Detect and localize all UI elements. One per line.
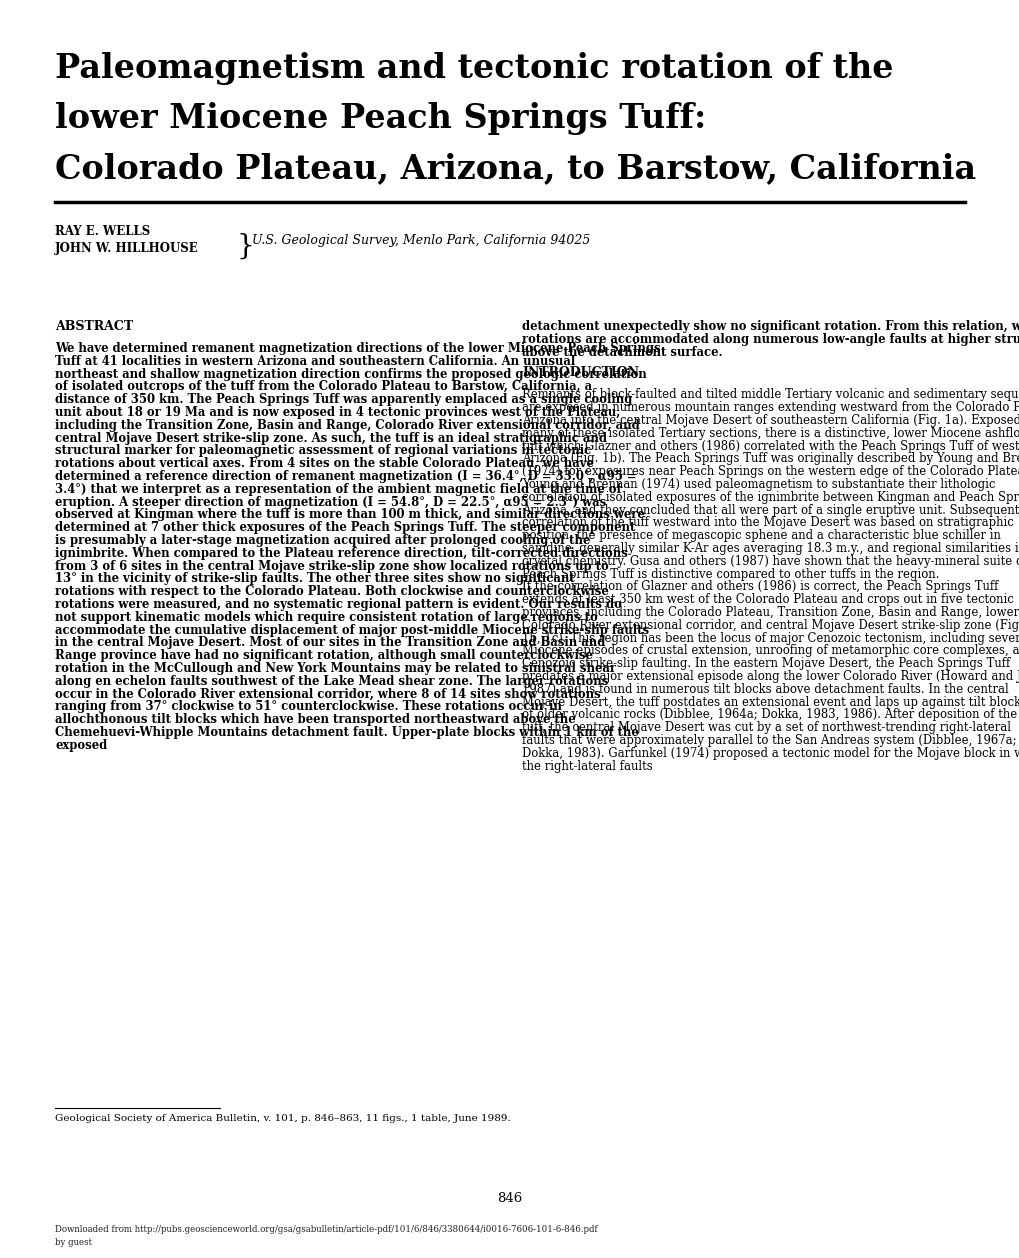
Text: many of these isolated Tertiary sections, there is a distinctive, lower Miocene : many of these isolated Tertiary sections… [522,426,1019,440]
Text: determined a reference direction of remanent magnetization (I = 36.4°, D = 33.0°: determined a reference direction of rema… [55,470,636,483]
Text: Miocene episodes of crustal extension, unroofing of metamorphic core complexes, : Miocene episodes of crustal extension, u… [522,644,1019,658]
Text: Chemehuevi-Whipple Mountains detachment fault. Upper-plate blocks within 1 km of: Chemehuevi-Whipple Mountains detachment … [55,726,638,738]
Text: observed at Kingman where the tuff is more than 100 m thick, and similar directi: observed at Kingman where the tuff is mo… [55,508,644,521]
Text: allochthonous tilt blocks which have been transported northeastward above the: allochthonous tilt blocks which have bee… [55,713,575,726]
Text: (1974) for exposures near Peach Springs on the western edge of the Colorado Plat: (1974) for exposures near Peach Springs … [522,465,1019,478]
Text: Young and Brennan (1974) used paleomagnetism to substantiate their lithologic: Young and Brennan (1974) used paleomagne… [522,478,995,491]
Text: Colorado River extensional corridor, and central Mojave Desert strike-slip zone : Colorado River extensional corridor, and… [522,619,1019,632]
Text: 1987) and is found in numerous tilt blocks above detachment faults. In the centr: 1987) and is found in numerous tilt bloc… [522,683,1008,696]
Text: extends at least 350 km west of the Colorado Plateau and crops out in five tecto: extends at least 350 km west of the Colo… [522,594,1013,606]
Text: in the central Mojave Desert. Most of our sites in the Transition Zone and Basin: in the central Mojave Desert. Most of ou… [55,637,605,649]
Text: from 3 of 6 sites in the central Mojave strike-slip zone show localized rotation: from 3 of 6 sites in the central Mojave … [55,560,608,572]
Text: U.S. Geological Survey, Menlo Park, California 94025: U.S. Geological Survey, Menlo Park, Cali… [252,234,590,247]
Text: structural marker for paleomagnetic assessment of regional variations in tectoni: structural marker for paleomagnetic asse… [55,444,591,458]
Text: of isolated outcrops of the tuff from the Colorado Plateau to Barstow, Californi: of isolated outcrops of the tuff from th… [55,380,592,394]
Text: ignimbrite. When compared to the Plateau reference direction, tilt-corrected dir: ignimbrite. When compared to the Plateau… [55,547,628,560]
Text: 3.4°) that we interpret as a representation of the ambient magnetic field at the: 3.4°) that we interpret as a representat… [55,483,621,496]
Text: the right-lateral faults: the right-lateral faults [522,760,652,772]
Text: sanidine, generally similar K-Ar ages averaging 18.3 m.y., and regional similari: sanidine, generally similar K-Ar ages av… [522,542,1019,555]
Text: Cenozoic strike-slip faulting. In the eastern Mojave Desert, the Peach Springs T: Cenozoic strike-slip faulting. In the ea… [522,657,1009,671]
Text: Remnants of block-faulted and tilted middle Tertiary volcanic and sedimentary se: Remnants of block-faulted and tilted mid… [522,389,1019,401]
Text: exposed: exposed [55,738,107,752]
Text: eruption. A steeper direction of magnetization (I = 54.8°, D = 22.5°, α95 = 2.3°: eruption. A steeper direction of magneti… [55,496,605,508]
Text: 13° in the vicinity of strike-slip faults. The other three sites show no signifi: 13° in the vicinity of strike-slip fault… [55,572,574,585]
Text: by guest: by guest [55,1238,92,1247]
Text: crystal chemistry. Gusa and others (1987) have shown that the heavy-mineral suit: crystal chemistry. Gusa and others (1987… [522,555,1019,567]
Text: JOHN W. HILLHOUSE: JOHN W. HILLHOUSE [55,242,199,255]
Text: accommodate the cumulative displacement of major post-middle Miocene strike-slip: accommodate the cumulative displacement … [55,624,648,637]
Text: not support kinematic models which require consistent rotation of large regions : not support kinematic models which requi… [55,611,597,624]
Text: We have determined remanent magnetization directions of the lower Miocene Peach : We have determined remanent magnetizatio… [55,342,660,355]
Text: northeast and shallow magnetization direction confirms the proposed geologic cor: northeast and shallow magnetization dire… [55,367,646,381]
Text: provinces, including the Colorado Plateau, Transition Zone, Basin and Range, low: provinces, including the Colorado Platea… [522,606,1018,619]
Text: including the Transition Zone, Basin and Range, Colorado River extensional corri: including the Transition Zone, Basin and… [55,419,639,431]
Text: determined at 7 other thick exposures of the Peach Springs Tuff. The steeper com: determined at 7 other thick exposures of… [55,521,635,535]
Text: Arizona into the central Mojave Desert of southeastern California (Fig. 1a). Exp: Arizona into the central Mojave Desert o… [522,414,1019,426]
Text: above the detachment surface.: above the detachment surface. [522,346,721,359]
Text: RAY E. WELLS: RAY E. WELLS [55,225,150,238]
Text: are exposed in numerous mountain ranges extending westward from the Colorado Pla: are exposed in numerous mountain ranges … [522,401,1019,414]
Text: unit about 18 or 19 Ma and is now exposed in 4 tectonic provinces west of the Pl: unit about 18 or 19 Ma and is now expose… [55,406,620,419]
Text: Dokka, 1983). Garfunkel (1974) proposed a tectonic model for the Mojave block in: Dokka, 1983). Garfunkel (1974) proposed … [522,747,1019,760]
Text: ranging from 37° clockwise to 51° counterclockwise. These rotations occur in: ranging from 37° clockwise to 51° counte… [55,701,561,713]
Text: INTRODUCTION: INTRODUCTION [522,366,638,380]
Text: central Mojave Desert strike-slip zone. As such, the tuff is an ideal stratigrap: central Mojave Desert strike-slip zone. … [55,431,606,444]
Text: rotations are accommodated along numerous low-angle faults at higher structural : rotations are accommodated along numerou… [522,333,1019,346]
Text: correlation of the tuff westward into the Mojave Desert was based on stratigraph: correlation of the tuff westward into th… [522,516,1013,530]
Text: rotations with respect to the Colorado Plateau. Both clockwise and counterclockw: rotations with respect to the Colorado P… [55,585,608,599]
Text: Geological Society of America Bulletin, v. 101, p. 846–863, 11 figs., 1 table, J: Geological Society of America Bulletin, … [55,1115,511,1123]
Text: Range province have had no significant rotation, although small counterclockwise: Range province have had no significant r… [55,649,592,662]
Text: predates a major extensional episode along the lower Colorado River (Howard and : predates a major extensional episode alo… [522,671,1019,683]
Text: }: } [236,233,255,260]
Text: tuff, the central Mojave Desert was cut by a set of northwest-trending right-lat: tuff, the central Mojave Desert was cut … [522,721,1010,735]
Text: Colorado Plateau, Arizona, to Barstow, California: Colorado Plateau, Arizona, to Barstow, C… [55,152,975,185]
Text: 846: 846 [497,1193,522,1205]
Text: If the correlation of Glazner and others (1986) is correct, the Peach Springs Tu: If the correlation of Glazner and others… [522,580,998,594]
Text: Downloaded from http://pubs.geoscienceworld.org/gsa/gsabulletin/article-pdf/101/: Downloaded from http://pubs.geosciencewo… [55,1225,597,1234]
Text: of older volcanic rocks (Dibblee, 1964a; Dokka, 1983, 1986). After deposition of: of older volcanic rocks (Dibblee, 1964a;… [522,708,1016,721]
Text: distance of 350 km. The Peach Springs Tuff was apparently emplaced as a single c: distance of 350 km. The Peach Springs Tu… [55,394,632,406]
Text: tuff which Glazner and others (1986) correlated with the Peach Springs Tuff of w: tuff which Glazner and others (1986) cor… [522,439,1019,453]
Text: rotations were measured, and no systematic regional pattern is evident. Our resu: rotations were measured, and no systemat… [55,598,622,611]
Text: Tuff at 41 localities in western Arizona and southeastern California. An unusual: Tuff at 41 localities in western Arizona… [55,355,575,367]
Text: lower Miocene Peach Springs Tuff:: lower Miocene Peach Springs Tuff: [55,102,706,135]
Text: Mojave Desert, the tuff postdates an extensional event and laps up against tilt : Mojave Desert, the tuff postdates an ext… [522,696,1019,708]
Text: correlation of isolated exposures of the ignimbrite between Kingman and Peach Sp: correlation of isolated exposures of the… [522,491,1019,503]
Text: rotations about vertical axes. From 4 sites on the stable Colorado Plateau, we h: rotations about vertical axes. From 4 si… [55,457,593,470]
Text: occur in the Colorado River extensional corridor, where 8 of 14 sites show rotat: occur in the Colorado River extensional … [55,688,600,701]
Text: 1b, 1c). This region has been the locus of major Cenozoic tectonism, including s: 1b, 1c). This region has been the locus … [522,632,1019,644]
Text: Arizona, and they concluded that all were part of a single eruptive unit. Subseq: Arizona, and they concluded that all wer… [522,503,1018,517]
Text: faults that were approximately parallel to the San Andreas system (Dibblee, 1967: faults that were approximately parallel … [522,733,1016,747]
Text: detachment unexpectedly show no significant rotation. From this relation, we inf: detachment unexpectedly show no signific… [522,320,1019,333]
Text: position, the presence of megascopic sphene and a characteristic blue schiller i: position, the presence of megascopic sph… [522,530,1000,542]
Text: Paleomagnetism and tectonic rotation of the: Paleomagnetism and tectonic rotation of … [55,52,893,86]
Text: is presumably a later-stage magnetization acquired after prolonged cooling of th: is presumably a later-stage magnetizatio… [55,533,590,547]
Text: Arizona (Fig. 1b). The Peach Springs Tuff was originally described by Young and : Arizona (Fig. 1b). The Peach Springs Tuf… [522,453,1019,465]
Text: ABSTRACT: ABSTRACT [55,320,133,333]
Text: rotation in the McCullough and New York Mountains may be related to sinistral sh: rotation in the McCullough and New York … [55,662,615,676]
Text: Peach Springs Tuff is distinctive compared to other tuffs in the region.: Peach Springs Tuff is distinctive compar… [522,567,938,581]
Text: along en echelon faults southwest of the Lake Mead shear zone. The larger rotati: along en echelon faults southwest of the… [55,674,607,688]
